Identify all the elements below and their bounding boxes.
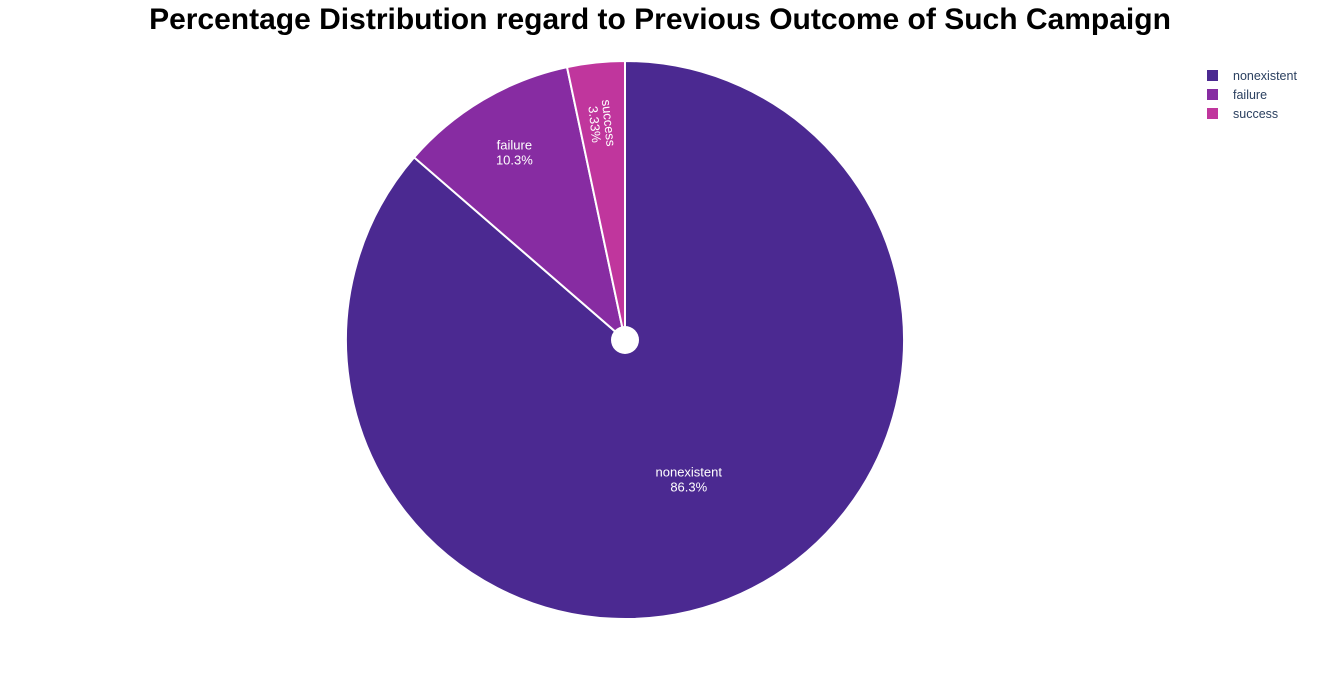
- slice-label-percent: 10.3%: [496, 153, 533, 168]
- legend-label: success: [1233, 106, 1279, 121]
- chart-title: Percentage Distribution regard to Previo…: [149, 3, 1171, 36]
- legend-swatch: [1207, 108, 1218, 119]
- legend-swatch: [1207, 70, 1218, 81]
- slice-label-name: failure: [497, 138, 532, 153]
- legend-item-failure[interactable]: failure: [1207, 85, 1297, 104]
- slice-label-name: nonexistent: [656, 465, 723, 480]
- slice-label-percent: 86.3%: [670, 480, 707, 495]
- legend-item-success[interactable]: success: [1207, 104, 1297, 123]
- legend-label: failure: [1233, 87, 1268, 102]
- legend-item-nonexistent[interactable]: nonexistent: [1207, 66, 1297, 85]
- legend-label: nonexistent: [1233, 68, 1297, 83]
- pie-slice-success[interactable]: [565, 59, 626, 341]
- legend: nonexistent failure success: [1207, 66, 1297, 123]
- legend-swatch: [1207, 89, 1218, 100]
- pie-hole: [611, 326, 639, 354]
- slice-label-name: success: [599, 99, 619, 148]
- slice-label-percent: 3.33%: [585, 105, 604, 144]
- pie-slice-failure[interactable]: [412, 65, 627, 343]
